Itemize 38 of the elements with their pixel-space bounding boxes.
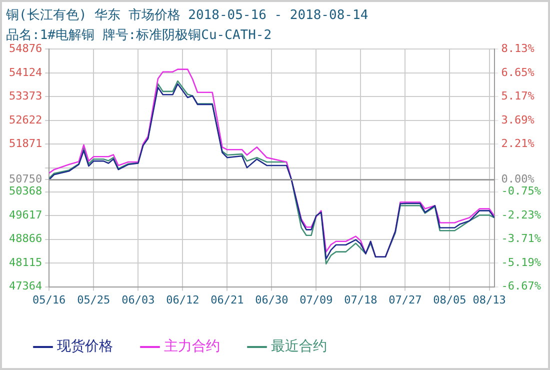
x-tick-label: 07/18 xyxy=(344,293,378,306)
x-tick-label: 06/03 xyxy=(122,293,155,306)
y-tick-label: 50750 xyxy=(8,172,42,186)
y2-tick-label: 8.13% xyxy=(501,42,535,56)
legend-label: 主力合约 xyxy=(164,338,220,355)
y-tick-label: 48866 xyxy=(8,232,42,246)
y-tick-label: 47364 xyxy=(8,280,42,293)
y2-tick-label: 5.17% xyxy=(501,90,535,103)
y-tick-label: 51871 xyxy=(8,137,42,150)
y-tick-label: 48115 xyxy=(8,256,42,269)
legend-label: 现货价格 xyxy=(57,338,113,355)
y-tick-label: 50368 xyxy=(8,184,42,198)
y2-tick-label: 3.69% xyxy=(501,113,535,126)
y2-tick-label: 6.65% xyxy=(501,66,535,79)
y2-tick-label: -2.23% xyxy=(501,208,542,222)
x-tick-label: 05/16 xyxy=(32,293,66,306)
y2-tick-label: -6.67% xyxy=(501,280,542,293)
chart-title: 铜(长江有色) 华东 市场价格 2018-05-16 - 2018-08-14 xyxy=(5,8,368,24)
x-tick-label: 06/30 xyxy=(255,293,288,306)
x-tick-label: 08/13 xyxy=(472,293,506,306)
y-tick-label: 54124 xyxy=(8,66,42,79)
x-tick-label: 06/21 xyxy=(210,293,244,306)
y2-tick-label: -3.71% xyxy=(501,232,542,246)
y2-tick-label: 2.21% xyxy=(501,137,535,150)
x-tick-label: 08/05 xyxy=(433,293,466,306)
y-tick-label: 54876 xyxy=(8,42,42,56)
x-tick-label: 07/27 xyxy=(388,293,422,306)
x-tick-label: 07/09 xyxy=(300,293,333,306)
legend-label: 最近合约 xyxy=(271,338,327,355)
y2-tick-label: 0.00% xyxy=(501,172,535,186)
y2-tick-label: -5.19% xyxy=(501,256,542,269)
x-tick-label: 05/25 xyxy=(77,293,110,306)
y-tick-label: 49617 xyxy=(8,208,42,222)
y-tick-label: 52622 xyxy=(8,113,42,126)
y2-tick-label: -0.75% xyxy=(501,184,542,198)
chart-subtitle: 品名:1#电解铜 牌号:标准阴极铜Cu-CATH-2 xyxy=(6,28,272,43)
y-tick-label: 53373 xyxy=(8,90,42,103)
x-tick-label: 06/12 xyxy=(166,293,200,306)
